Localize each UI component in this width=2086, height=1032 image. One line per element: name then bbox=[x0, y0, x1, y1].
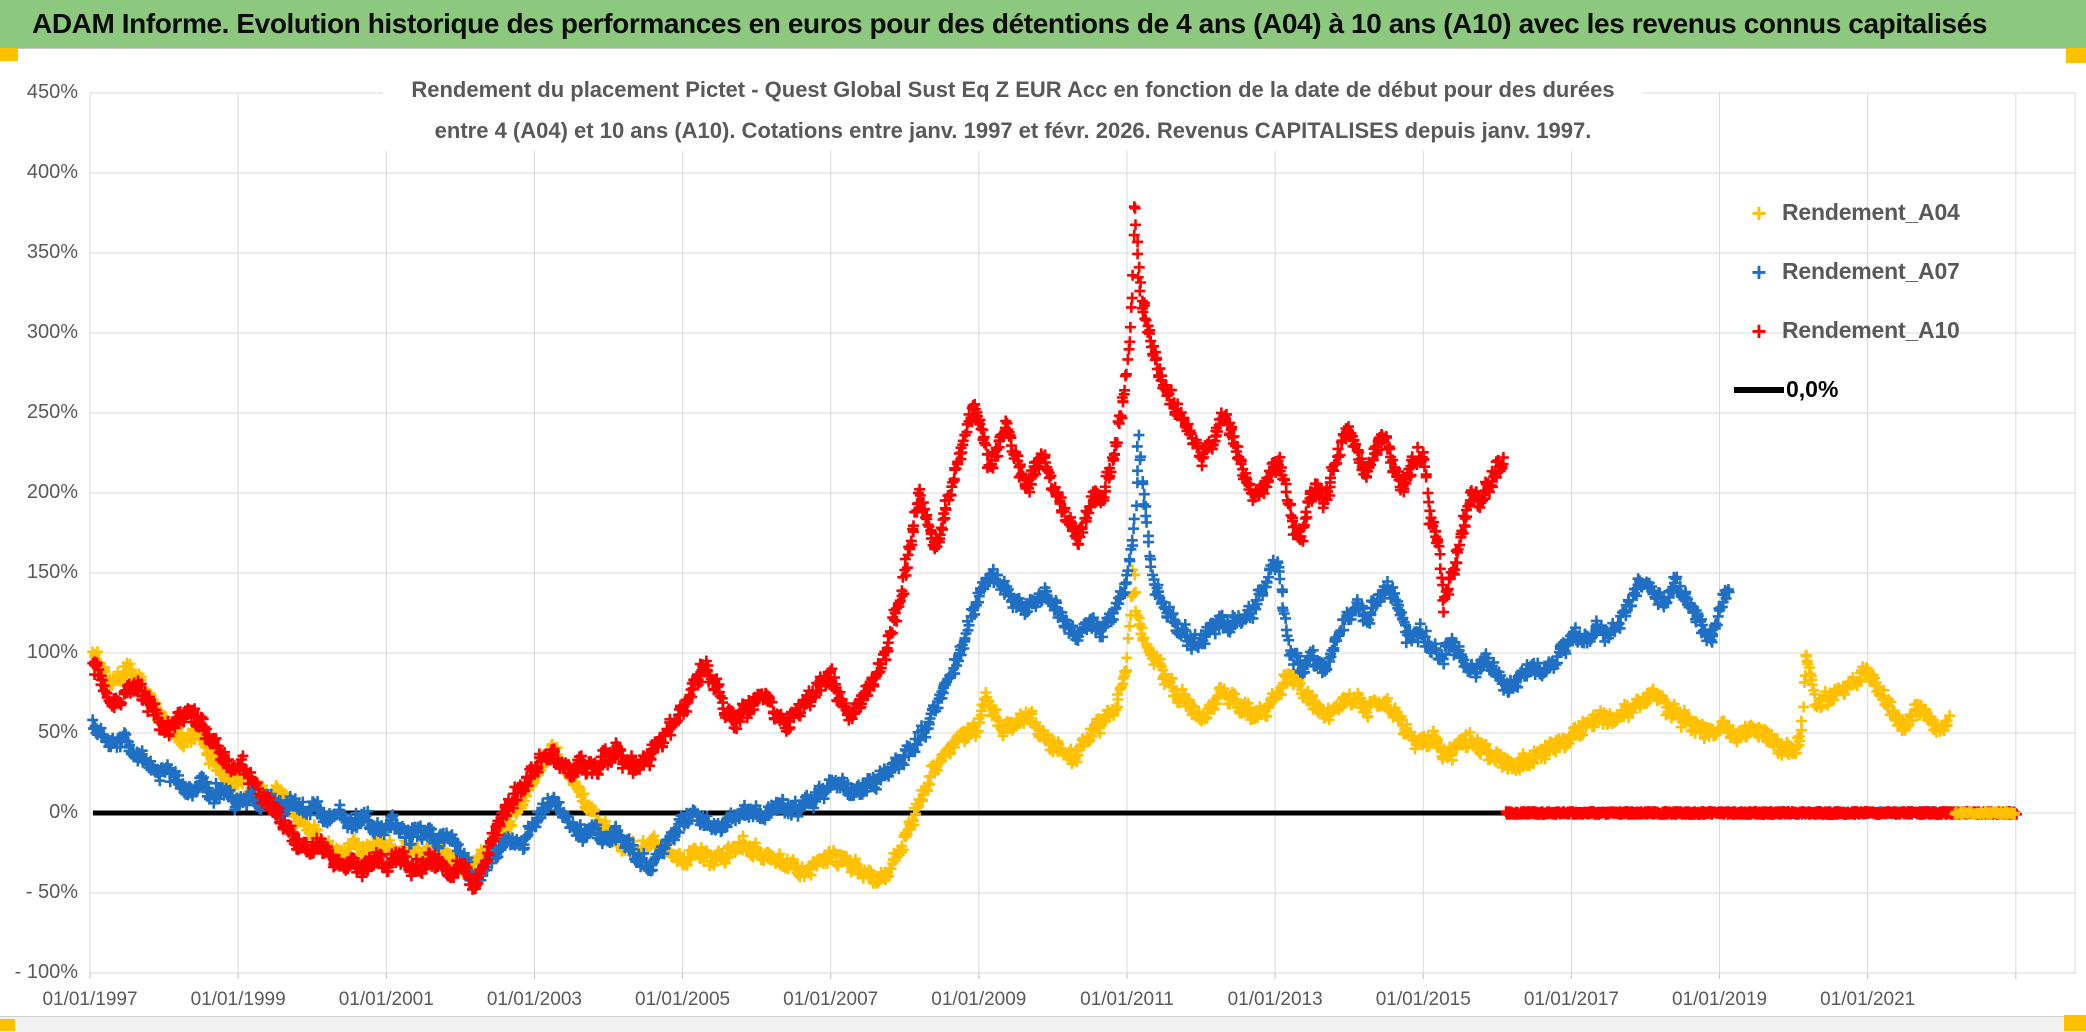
bottom-strip bbox=[0, 1016, 2086, 1032]
y-axis-label: - 50% bbox=[25, 881, 78, 903]
y-axis-label: 450% bbox=[26, 81, 78, 103]
legend-item-rendement-a07: + Rendement_A07 bbox=[1742, 242, 1960, 301]
x-axis-label: 01/01/2005 bbox=[635, 989, 731, 1010]
x-axis-label: 01/01/2003 bbox=[486, 989, 582, 1010]
x-axis-label: 01/01/2011 bbox=[1080, 989, 1174, 1010]
y-axis-label: 200% bbox=[26, 481, 78, 503]
x-axis-label: 01/01/2019 bbox=[1671, 989, 1768, 1010]
legend-item-zero-line: 0,0% bbox=[1734, 360, 1960, 419]
y-axis-label: 400% bbox=[26, 161, 78, 183]
y-axis-label: 100% bbox=[26, 641, 78, 663]
gold-corner-top-right bbox=[2066, 48, 2086, 63]
y-axis-label: 150% bbox=[26, 561, 78, 583]
gold-corner-bottom-right bbox=[2064, 1015, 2086, 1031]
plus-marker-icon: + bbox=[1751, 315, 1767, 346]
x-axis-label: 01/01/1997 bbox=[42, 989, 138, 1010]
legend-label: Rendement_A04 bbox=[1782, 199, 1960, 225]
x-axis-label: 01/01/2001 bbox=[338, 989, 434, 1010]
plus-marker-icon: + bbox=[1751, 197, 1767, 228]
x-axis-label: 01/01/2009 bbox=[931, 989, 1027, 1010]
y-axis-label: - 100% bbox=[14, 961, 78, 983]
x-axis-label: 01/01/2007 bbox=[783, 989, 879, 1010]
y-axis-label: 350% bbox=[26, 241, 78, 263]
legend-item-rendement-a10: + Rendement_A10 bbox=[1742, 301, 1960, 360]
legend-label: 0,0% bbox=[1786, 376, 1839, 402]
report-title-bar: ADAM Informe. Evolution historique des p… bbox=[0, 0, 2086, 49]
x-axis-label: 01/01/2017 bbox=[1523, 989, 1619, 1010]
chart-title-line-2: entre 4 (A04) et 10 ans (A10). Cotations… bbox=[434, 118, 1592, 143]
legend-label: Rendement_A07 bbox=[1782, 258, 1960, 284]
gold-corner-top-left bbox=[0, 48, 18, 61]
x-axis-label: 01/01/2015 bbox=[1375, 989, 1471, 1010]
legend-label: Rendement_A10 bbox=[1782, 317, 1960, 343]
y-axis-label: 0% bbox=[49, 801, 78, 823]
zero-line-swatch-icon bbox=[1734, 386, 1784, 393]
chart-title: Rendement du placement Pictet - Quest Gl… bbox=[383, 69, 1643, 151]
chart-title-line-1: Rendement du placement Pictet - Quest Gl… bbox=[411, 77, 1615, 102]
plus-marker-icon: + bbox=[1751, 256, 1767, 287]
x-axis-label: 01/01/1999 bbox=[190, 989, 286, 1010]
chart-legend: + Rendement_A04 + Rendement_A07 + Rendem… bbox=[1734, 183, 1960, 419]
y-axis-label: 50% bbox=[37, 721, 78, 743]
gold-corner-bottom-left bbox=[0, 1019, 15, 1031]
page-title: ADAM Informe. Evolution historique des p… bbox=[32, 8, 1988, 39]
legend-item-rendement-a04: + Rendement_A04 bbox=[1742, 183, 1960, 242]
y-axis-label: 250% bbox=[26, 401, 78, 423]
x-axis-label: 01/01/2021 bbox=[1820, 989, 1916, 1010]
x-axis-label: 01/01/2013 bbox=[1227, 989, 1323, 1010]
y-axis-label: 300% bbox=[26, 321, 78, 343]
